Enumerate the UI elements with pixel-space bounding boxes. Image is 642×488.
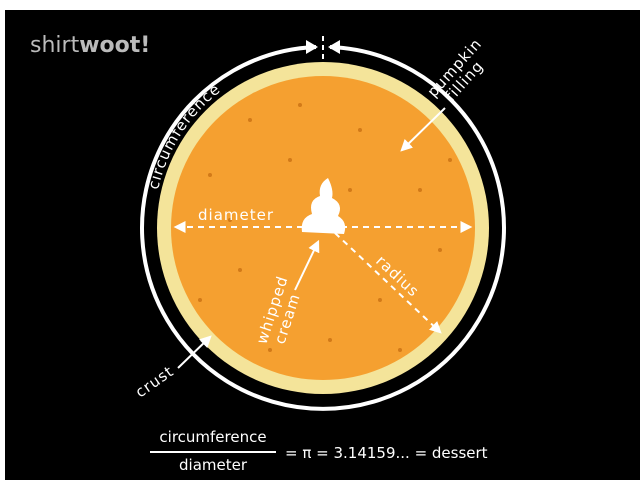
brand: shirtwoot! — [30, 33, 150, 58]
formula-denominator: diameter — [179, 456, 248, 474]
diameter-label: diameter — [198, 206, 274, 224]
formula-numerator: circumference — [159, 428, 266, 446]
formula-result: = π = 3.14159... = dessert — [285, 444, 488, 462]
graphic: shirtwoot! diameter radius circumference… — [0, 0, 642, 484]
